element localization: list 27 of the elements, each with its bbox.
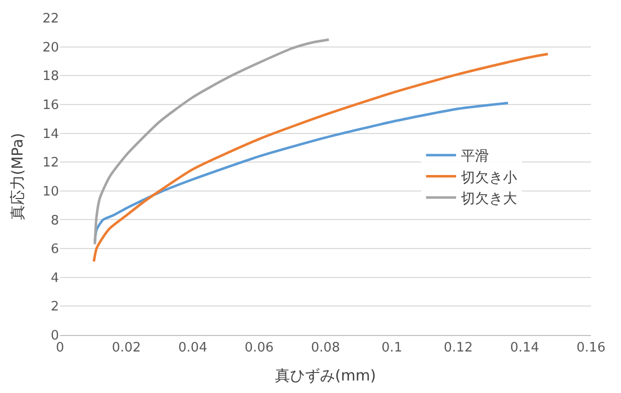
- y-tick-label: 20: [42, 40, 59, 56]
- line-series: [92, 52, 550, 263]
- y-tick-label: 4: [50, 270, 59, 286]
- y-tick-label: 14: [42, 126, 59, 142]
- y-tick-label: 18: [42, 69, 59, 84]
- y-tick-label: 12: [42, 156, 59, 171]
- y-tick-label: 0: [50, 328, 59, 344]
- y-tick-label: 8: [50, 213, 59, 228]
- y-tick-label: 2: [50, 300, 59, 315]
- y-tick-label: 22: [42, 12, 59, 27]
- legend-label: 平滑: [461, 148, 490, 165]
- x-tick-label: 0.14: [510, 340, 540, 356]
- x-tick-label: 0.08: [311, 340, 340, 356]
- y-tick-label: 16: [42, 98, 59, 113]
- x-tick-label: 0.16: [576, 340, 606, 356]
- y-axis-title: 真応力(MPa): [8, 132, 27, 220]
- x-tick-label: 0.04: [178, 340, 208, 356]
- legend-label: 切欠き大: [461, 190, 518, 207]
- x-tick-label: 0.02: [112, 340, 141, 356]
- x-tick-label: 0.1: [382, 340, 402, 356]
- legend-label: 切欠き小: [461, 170, 518, 186]
- x-axis-title: 真ひずみ(mm): [275, 366, 376, 385]
- line-series: [94, 38, 330, 246]
- y-tick-label: 10: [42, 184, 59, 200]
- x-tick-label: 0.12: [444, 340, 473, 356]
- y-tick-label: 6: [50, 242, 59, 258]
- x-tick-label: 0.06: [244, 340, 274, 356]
